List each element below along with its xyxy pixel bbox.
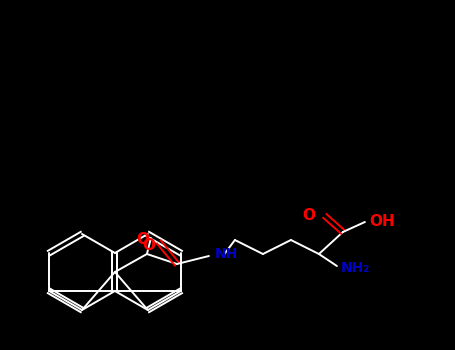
Text: NH₂: NH₂ (341, 261, 370, 275)
Text: O: O (142, 238, 156, 253)
Text: O: O (136, 231, 149, 246)
Text: NH: NH (215, 247, 238, 261)
Text: OH: OH (369, 215, 394, 230)
Text: O: O (302, 209, 315, 224)
